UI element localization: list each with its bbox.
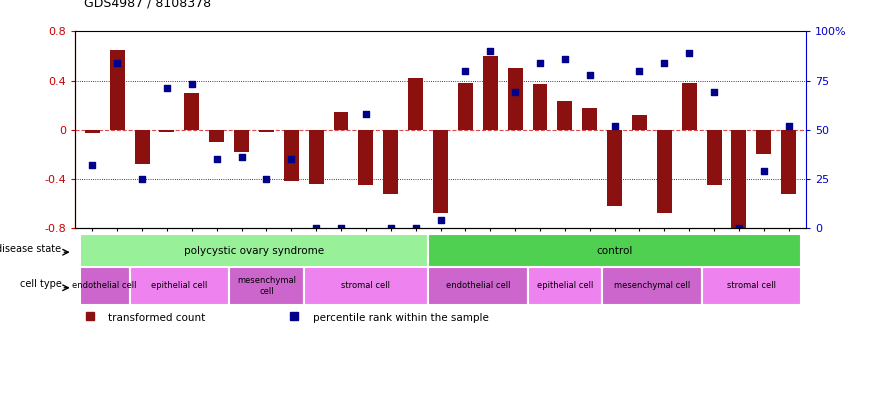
Point [732, 225, 746, 231]
Bar [359, 130, 374, 185]
Bar [433, 130, 448, 213]
Bar [682, 83, 697, 130]
Text: GDS4987 / 8108378: GDS4987 / 8108378 [84, 0, 211, 10]
Point [608, 123, 622, 129]
Point [458, 68, 472, 74]
Text: percentile rank within the sample: percentile rank within the sample [313, 312, 488, 323]
Point [558, 56, 572, 62]
Bar [110, 50, 124, 130]
Bar [558, 101, 573, 130]
Bar [731, 130, 746, 234]
Bar [507, 68, 522, 130]
Point [185, 81, 199, 88]
Bar [582, 108, 597, 130]
Bar [383, 130, 398, 194]
Bar [135, 130, 150, 164]
Bar [159, 130, 174, 132]
Point [483, 48, 497, 54]
Bar [603, 267, 701, 305]
Point [657, 60, 671, 66]
Bar [284, 130, 299, 181]
Bar [657, 130, 672, 213]
Text: control: control [596, 246, 633, 255]
Point [259, 176, 273, 182]
Point [508, 89, 522, 95]
Bar [483, 56, 498, 130]
Point [359, 111, 373, 117]
Bar [707, 130, 722, 185]
Text: mesenchymal cell: mesenchymal cell [614, 281, 690, 290]
Bar [781, 130, 796, 194]
Text: polycystic ovary syndrome: polycystic ovary syndrome [184, 246, 324, 255]
Point [210, 156, 224, 162]
Bar [632, 115, 647, 130]
Point [334, 225, 348, 231]
Bar [130, 267, 229, 305]
Bar [528, 267, 603, 305]
Text: transformed count: transformed count [107, 312, 205, 323]
Bar [701, 267, 801, 305]
Text: epithelial cell: epithelial cell [537, 281, 593, 290]
Bar [229, 267, 304, 305]
Bar [234, 130, 249, 152]
Bar [532, 84, 547, 130]
Point [433, 217, 448, 223]
Point [384, 225, 398, 231]
Point [682, 50, 696, 56]
Text: disease state: disease state [0, 244, 62, 254]
Point [135, 176, 149, 182]
Point [633, 68, 647, 74]
Point [309, 225, 323, 231]
Text: endothelial cell: endothelial cell [446, 281, 510, 290]
Bar [308, 130, 323, 184]
Point [85, 162, 100, 168]
Text: stromal cell: stromal cell [341, 281, 390, 290]
Text: cell type: cell type [19, 279, 62, 289]
Point [582, 72, 596, 78]
Point [781, 123, 796, 129]
Bar [209, 130, 224, 142]
Point [285, 156, 299, 162]
Bar [757, 130, 771, 154]
Point [234, 154, 248, 160]
Bar [607, 130, 622, 206]
Text: mesenchymal
cell: mesenchymal cell [237, 276, 296, 296]
Bar [458, 83, 473, 130]
Bar [85, 130, 100, 133]
Bar [184, 93, 199, 130]
Bar [304, 267, 428, 305]
Text: epithelial cell: epithelial cell [152, 281, 208, 290]
Point [707, 89, 722, 95]
Text: endothelial cell: endothelial cell [72, 281, 137, 290]
Bar [334, 112, 349, 130]
Bar [408, 78, 423, 130]
Bar [80, 234, 428, 267]
Bar [428, 267, 528, 305]
Text: stromal cell: stromal cell [727, 281, 776, 290]
Point [533, 60, 547, 66]
Bar [428, 234, 801, 267]
Bar [80, 267, 130, 305]
Point [757, 168, 771, 174]
Bar [259, 130, 274, 132]
Point [110, 60, 124, 66]
Point [409, 225, 423, 231]
Point [159, 85, 174, 92]
